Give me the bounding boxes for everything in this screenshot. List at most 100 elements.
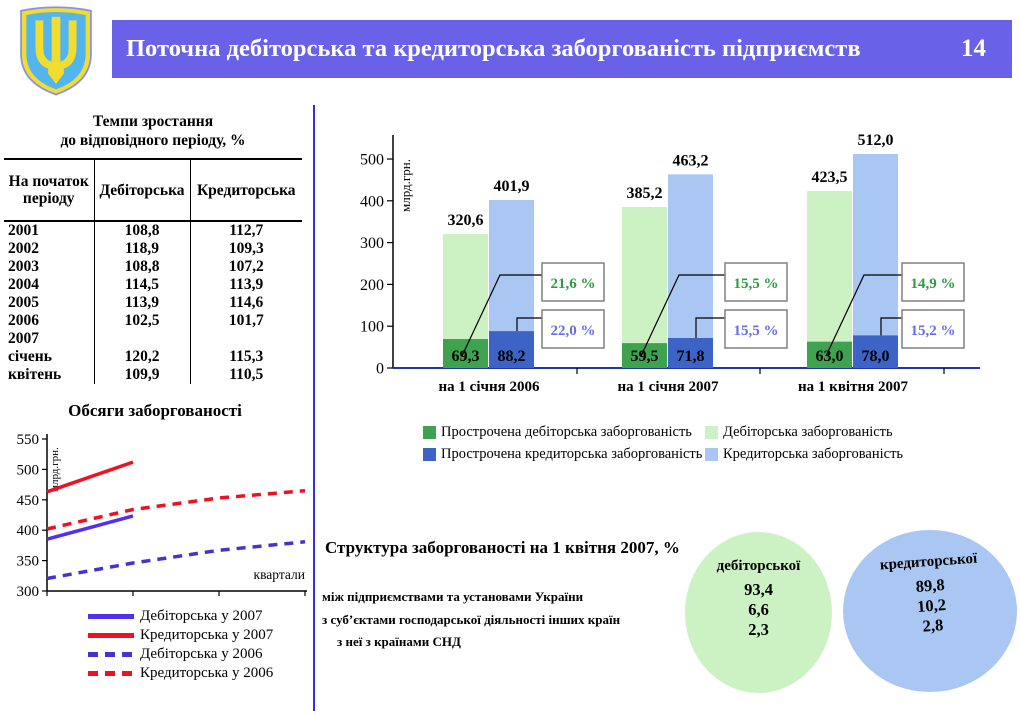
legend-label: Кредиторська у 2006 xyxy=(140,665,274,681)
value-cell: 115,3 xyxy=(229,348,264,365)
bar-chart: 0 100 200 300 400 500 млрд.грн. 320,6 401,9 69,3 8… xyxy=(360,132,980,395)
line-chart: 300 350 400 450 500 550 млрд.грн. квартали xyxy=(17,432,307,600)
growth-table-col-period: На початок періоду xyxy=(4,158,95,222)
legend-label: Прострочена кредиторська заборгованість xyxy=(441,446,703,462)
value-cell: 108,8 xyxy=(94,221,191,240)
table-row: 2004 114,5 113,9 xyxy=(4,276,302,294)
growth-table-col-creditor: Кредиторська xyxy=(190,158,302,222)
category-label: на 1 квітня 2007 xyxy=(798,379,908,395)
callout-green-value: 21,6 % xyxy=(551,276,596,292)
y-tick-label: 300 xyxy=(17,584,40,600)
page-number: 14 xyxy=(961,35,986,62)
legend-marker-icon xyxy=(705,426,718,439)
value-cell: 113,9 xyxy=(229,276,264,293)
y-tick-label: 500 xyxy=(360,152,384,169)
legend-line-sample-icon xyxy=(88,671,134,676)
bar-value-label: 71,8 xyxy=(677,348,705,365)
value-cell: 109,9 xyxy=(94,366,191,384)
legend-marker-icon xyxy=(423,426,436,439)
bar-value-label: 385,2 xyxy=(627,185,663,202)
table-row: 2006 102,5 101,7 xyxy=(4,312,302,330)
debtor-structure-circle: дебіторської 93,4 6,6 2,3 xyxy=(685,532,832,693)
legend-label: Дебіторська у 2007 xyxy=(140,608,263,624)
vertical-divider xyxy=(313,105,315,711)
bar-value-label: 69,3 xyxy=(452,348,480,365)
growth-table-title-line1: Темпи зростання xyxy=(92,113,214,130)
bar-value-label: 63,0 xyxy=(816,348,844,365)
table-row: 2007 xyxy=(4,330,302,348)
y-tick-label: 450 xyxy=(17,493,40,509)
callout-box-green xyxy=(901,262,965,302)
bar-value-label: 88,2 xyxy=(498,348,526,365)
value-cell: 114,5 xyxy=(94,276,191,294)
callout-blue-value: 15,2 % xyxy=(911,323,956,339)
callout-connector xyxy=(695,317,725,338)
period-cell: 2003 xyxy=(4,258,95,276)
growth-table-header-row: На початок періоду Дебіторська Кредиторс… xyxy=(4,158,302,222)
period-cell: 2004 xyxy=(4,276,95,294)
legend-item: Прострочена кредиторська заборгованість xyxy=(423,446,705,463)
value-cell: 113,9 xyxy=(94,294,191,312)
page-title: Поточна дебіторська та кредиторська забо… xyxy=(126,35,861,62)
bar-overdue-debtor xyxy=(443,339,488,368)
y-tick-label: 200 xyxy=(360,277,384,294)
debtor-value-cis: 2,3 xyxy=(748,620,769,639)
value-cell: 108,8 xyxy=(94,258,191,276)
debtor-value-foreign: 6,6 xyxy=(748,600,769,619)
period-cell: 2007 xyxy=(4,330,95,348)
growth-table-col-debtor: Дебіторська xyxy=(94,158,191,222)
bar-value-label: 59,5 xyxy=(631,348,659,365)
bar-overdue-creditor xyxy=(489,331,534,368)
legend-label: Прострочена дебіторська заборгованість xyxy=(441,424,692,440)
legend-item: Кредиторська заборгованість xyxy=(705,446,903,463)
structure-title: Структура заборгованості на 1 квітня 200… xyxy=(325,538,680,557)
callout-green-value: 15,5 % xyxy=(734,276,779,292)
callout-connector xyxy=(880,317,902,336)
legend-line-sample-icon xyxy=(88,633,134,638)
value-cell: 114,6 xyxy=(229,294,264,311)
y-tick-label: 100 xyxy=(360,319,384,336)
bar-value-label: 512,0 xyxy=(858,132,894,149)
callout-blue-value: 15,5 % xyxy=(734,323,779,339)
table-row: 2001 108,8 112,7 xyxy=(4,221,302,240)
period-cell: 2006 xyxy=(4,312,95,330)
callout-green-value: 14,9 % xyxy=(911,276,956,292)
bar-chart-legend: Прострочена дебіторська заборгованість Де… xyxy=(423,424,903,463)
trident-right xyxy=(58,20,77,70)
debtor-value-ukraine: 93,4 xyxy=(744,580,773,599)
legend-marker-icon xyxy=(705,448,718,461)
period-cell: січень xyxy=(4,348,95,366)
legend-item: Кредиторська у 2007 xyxy=(88,626,273,645)
value-cell: 120,2 xyxy=(94,348,191,366)
structure-rows: між підприємствами та установами України… xyxy=(322,586,687,654)
creditor-structure-circle: кредиторської 89,8 10,2 2,8 xyxy=(843,530,1017,692)
trident-base xyxy=(48,68,64,85)
growth-table-title: Темпи зростання до відповідного періоду,… xyxy=(4,112,302,150)
line-chart-title: Обсяги заборгованості xyxy=(68,401,242,420)
legend-item: Кредиторська у 2006 xyxy=(88,664,273,683)
legend-label: Дебіторська заборгованість xyxy=(723,424,893,440)
line-series xyxy=(46,460,134,494)
period-cell: 2005 xyxy=(4,294,95,312)
callout-blue-value: 22,0 % xyxy=(551,323,596,339)
table-row: 2005 113,9 114,6 xyxy=(4,294,302,312)
value-cell: 107,2 xyxy=(228,258,264,275)
value-cell: 102,5 xyxy=(94,312,191,330)
line-series xyxy=(46,514,134,541)
legend-item: Прострочена дебіторська заборгованість xyxy=(423,424,705,441)
table-row: січень 120,2 115,3 xyxy=(4,348,302,366)
growth-table-title-line2: до відповідного періоду, % xyxy=(60,132,246,149)
callout-box-blue xyxy=(724,309,788,349)
bar-value-label: 320,6 xyxy=(448,212,484,229)
callout-connector xyxy=(825,274,902,357)
callout-connector xyxy=(461,274,542,357)
callout-box-blue xyxy=(541,309,605,349)
table-row: 2003 108,8 107,2 xyxy=(4,258,302,276)
legend-marker-icon xyxy=(423,448,436,461)
structure-row-ukraine: між підприємствами та установами України xyxy=(322,589,584,604)
bar-overdue-creditor xyxy=(853,335,898,368)
line-series xyxy=(46,488,306,531)
creditor-circle-values: 89,8 10,2 2,8 xyxy=(843,570,1020,642)
y-tick-label: 350 xyxy=(17,554,40,570)
